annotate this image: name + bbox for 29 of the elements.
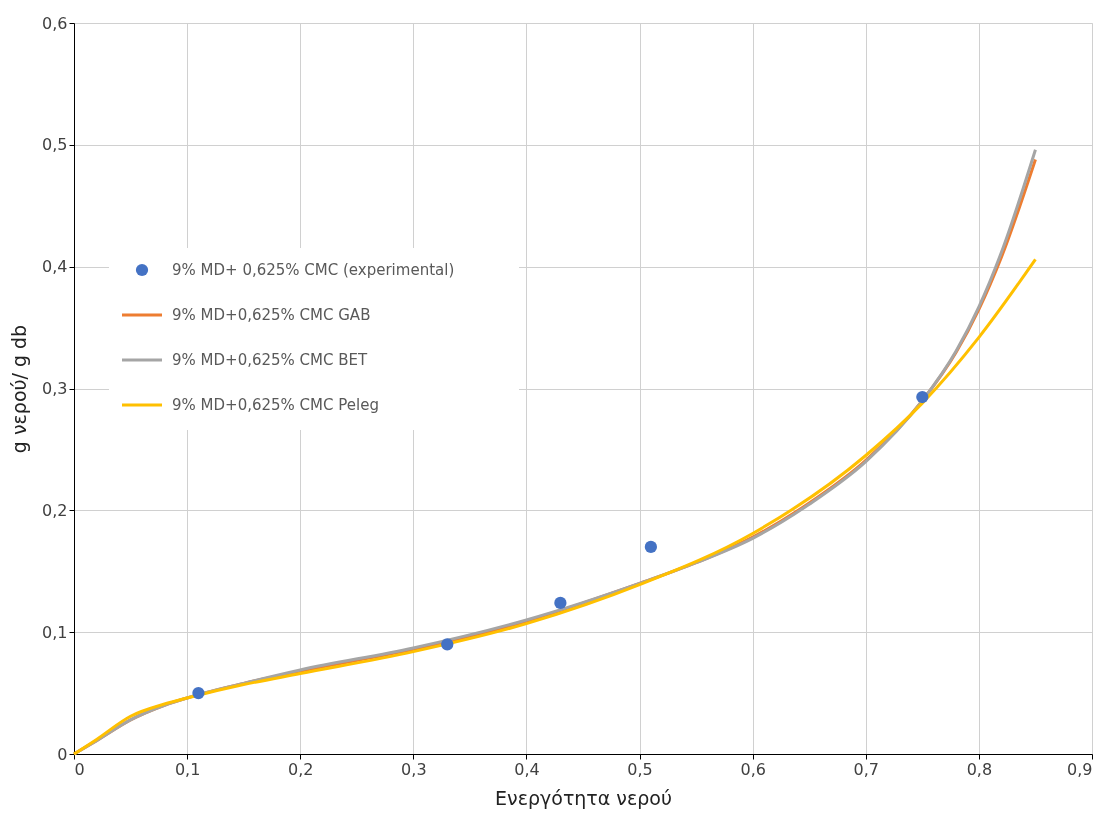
x-tick-label: 0,2 xyxy=(288,759,314,779)
legend-label: 9% MD+0,625% CMC GAB xyxy=(172,306,371,324)
y-tick-label: 0,1 xyxy=(42,622,68,642)
y-tick-label: 0,6 xyxy=(42,13,68,33)
y-tick-label: 0,3 xyxy=(42,379,68,398)
x-tick-label: 0,6 xyxy=(740,759,766,779)
x-tick-label: 0,3 xyxy=(401,759,427,779)
point xyxy=(644,540,657,553)
legend-label: 9% MD+ 0,625% CMC (experimental) xyxy=(172,261,455,279)
x-tick-label: 0,9 xyxy=(1067,759,1093,779)
y-axis-title: g νερού/ g db xyxy=(8,324,31,454)
point xyxy=(441,638,454,651)
x-tick-label: 0,8 xyxy=(966,759,993,779)
y-tick-label: 0,2 xyxy=(42,500,68,520)
y-tick-label: 0 xyxy=(57,744,68,764)
line-series xyxy=(72,257,1037,756)
legend-label: 9% MD+0,625% CMC BET xyxy=(172,351,369,369)
x-tick-label: 0,4 xyxy=(514,759,540,779)
point xyxy=(916,390,929,404)
x-axis-title: Ενεργότητα νερού xyxy=(495,786,672,809)
y-tick-label: 0,5 xyxy=(42,135,68,155)
x-tick-label: 0,1 xyxy=(174,759,201,779)
x-tick-label: 0,5 xyxy=(627,759,653,779)
point xyxy=(192,686,205,700)
x-tick-label: 0,7 xyxy=(853,759,879,779)
legend-label: 9% MD+0,625% CMC Peleg xyxy=(172,396,379,414)
y-tick-label: 0,4 xyxy=(42,257,68,277)
x-tick-label: 0 xyxy=(74,759,85,779)
point xyxy=(554,596,567,610)
